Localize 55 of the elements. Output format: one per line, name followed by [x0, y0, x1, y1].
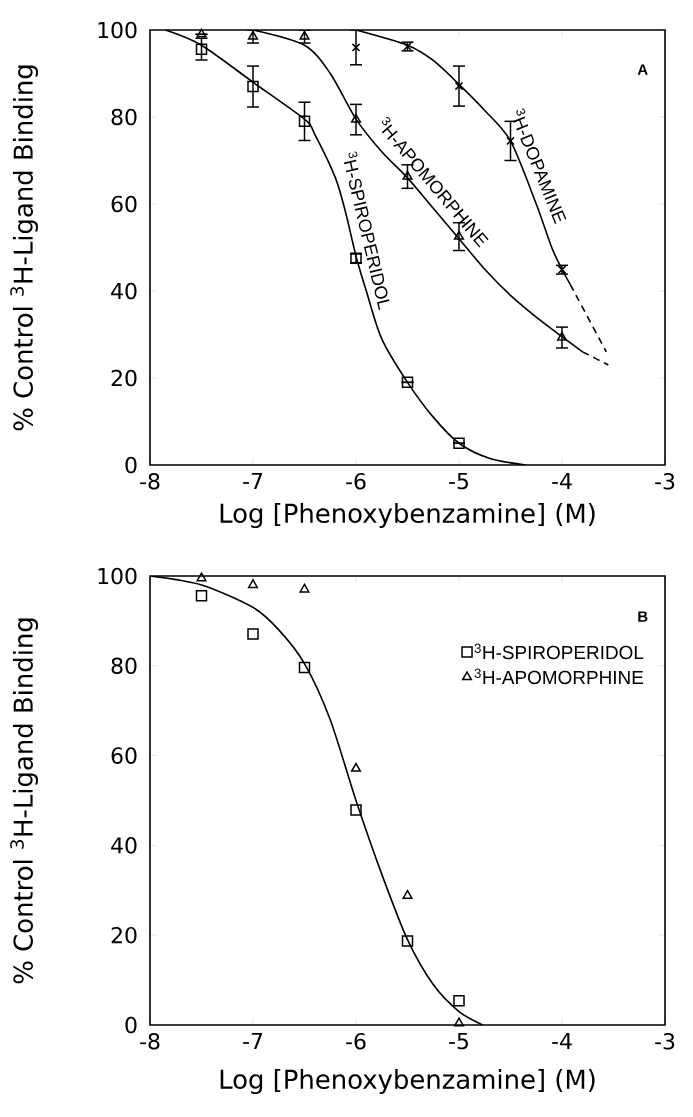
point	[454, 81, 464, 91]
point	[299, 583, 310, 593]
point	[350, 113, 362, 123]
y-tick-label: 100	[98, 21, 137, 39]
point	[401, 935, 414, 947]
x-tick-label: -7	[243, 1033, 263, 1049]
y-tick-label: 80	[111, 657, 137, 675]
point	[453, 994, 465, 1007]
x-tick-label: -6	[346, 1033, 366, 1050]
y-tick-label: 0	[125, 456, 137, 474]
point	[350, 804, 362, 816]
x-tick-label: -5	[449, 1033, 469, 1050]
x-axis-title: Log [Phenoxybenzamine] (M)	[220, 503, 595, 529]
point	[402, 889, 413, 899]
x-tick-label: -8	[140, 1033, 160, 1050]
y-tick-label: 40	[111, 837, 137, 854]
x-tick-label: -8	[140, 473, 160, 490]
point	[196, 572, 207, 582]
point	[556, 331, 568, 341]
y-tick-label: 60	[111, 747, 137, 764]
annotation: B	[638, 611, 648, 622]
point	[247, 80, 259, 93]
x-tick-label: -5	[449, 473, 469, 490]
y-axis-title: % Control $^{3}$H-Ligand Binding	[10, 65, 38, 431]
point	[298, 661, 311, 674]
point	[195, 590, 208, 602]
y-tick-label: 60	[111, 195, 137, 213]
point	[299, 30, 310, 40]
annotation: A	[637, 64, 648, 75]
x-tick-label: -4	[552, 473, 572, 489]
y-tick-label: 100	[98, 567, 137, 585]
point	[298, 115, 311, 128]
point	[350, 762, 362, 772]
x-tick-label: -7	[243, 473, 263, 489]
x-tick-label: -4	[552, 1033, 572, 1049]
point	[247, 628, 259, 640]
x-axis-title: Log [Phenoxybenzamine] (M)	[220, 1069, 595, 1095]
y-tick-label: 40	[111, 282, 137, 300]
legend-label: $^{3}$H-APOMORPHINE	[474, 668, 644, 685]
x-tick-label: -3	[655, 1033, 675, 1050]
y-axis-title: % Control $^{3}$H-Ligand Binding	[10, 618, 38, 984]
y-tick-label: 80	[111, 108, 137, 126]
point	[453, 1017, 465, 1027]
point	[247, 579, 259, 589]
y-tick-label: 20	[111, 369, 137, 387]
point	[196, 28, 207, 38]
point	[401, 376, 414, 389]
point	[453, 437, 465, 449]
y-tick-label: 0	[125, 1016, 137, 1034]
y-tick-label: 20	[111, 926, 137, 944]
x-tick-label: -6	[346, 473, 366, 490]
legend-label: $^{3}$H-SPIROPERIDOL	[474, 643, 644, 660]
x-tick-label: -3	[655, 473, 675, 490]
point	[351, 43, 361, 52]
point	[195, 43, 208, 55]
